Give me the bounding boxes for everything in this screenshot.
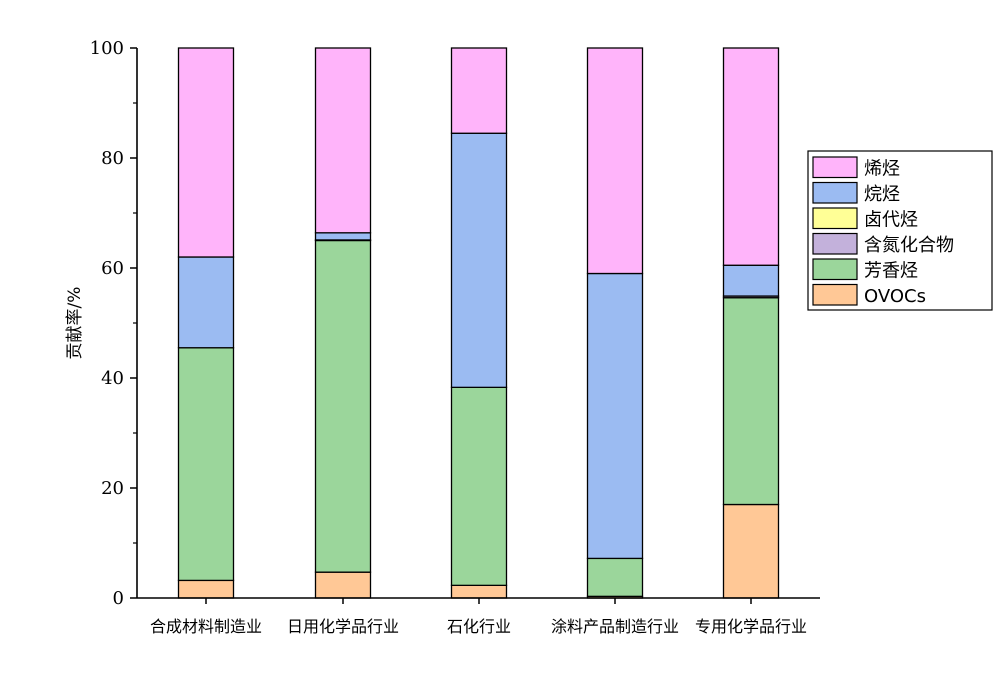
legend-swatch	[812, 207, 858, 230]
y-tick-label: 20	[101, 478, 124, 499]
x-tick-label: 涂料产品制造行业	[551, 617, 679, 636]
legend-label: 烷烃	[864, 184, 900, 205]
bar-segment	[450, 132, 508, 389]
legend-swatch	[812, 283, 858, 306]
bar-segment	[177, 347, 235, 582]
bar-segment	[722, 503, 780, 599]
axes-layer: 0 20 40 60 80 100 合成材料制造业 日用化学品行业 石化行业 涂料产品制造行业 专用…	[65, 38, 820, 636]
y-tick-label: 80	[101, 148, 124, 169]
bar-segment	[722, 47, 780, 266]
legend-swatch	[812, 258, 858, 281]
bar-segment	[586, 47, 644, 275]
bar-segment	[722, 297, 780, 506]
y-tick-label: 40	[101, 368, 124, 389]
legend-label: 芳香烃	[864, 261, 918, 282]
x-tick-label: 日用化学品行业	[287, 617, 399, 636]
legend-swatch	[812, 232, 858, 255]
bars-layer	[177, 47, 780, 599]
bar-segment	[177, 579, 235, 599]
y-tick-label: 100	[90, 38, 124, 59]
bar-segment	[586, 557, 644, 598]
x-tick-label: 专用化学品行业	[695, 617, 807, 636]
y-axis-label: 贡献率/%	[65, 287, 85, 360]
bar-segment	[177, 256, 235, 349]
bar-segment	[314, 232, 372, 241]
legend-label: 含氮化合物	[864, 235, 954, 256]
x-tick-label: 合成材料制造业	[150, 617, 262, 636]
legend-label: 烯烃	[864, 159, 900, 180]
legend-label: OVOCs	[864, 286, 926, 307]
legend-label: 卤代烃	[864, 210, 918, 231]
x-tick-label: 石化行业	[447, 617, 511, 636]
bar-segment	[314, 239, 372, 573]
bar-segment	[450, 386, 508, 587]
bar-segment	[450, 47, 508, 134]
bar-segment	[314, 571, 372, 599]
legend-swatch	[812, 156, 858, 179]
y-tick-label: 60	[101, 258, 124, 279]
bar-segment	[314, 47, 372, 234]
y-tick-label: 0	[113, 588, 124, 609]
bar-segment	[177, 47, 235, 258]
bar-segment	[586, 272, 644, 560]
legend-swatch	[812, 181, 858, 204]
bar-segment	[722, 264, 780, 297]
bar-segment	[450, 584, 508, 599]
